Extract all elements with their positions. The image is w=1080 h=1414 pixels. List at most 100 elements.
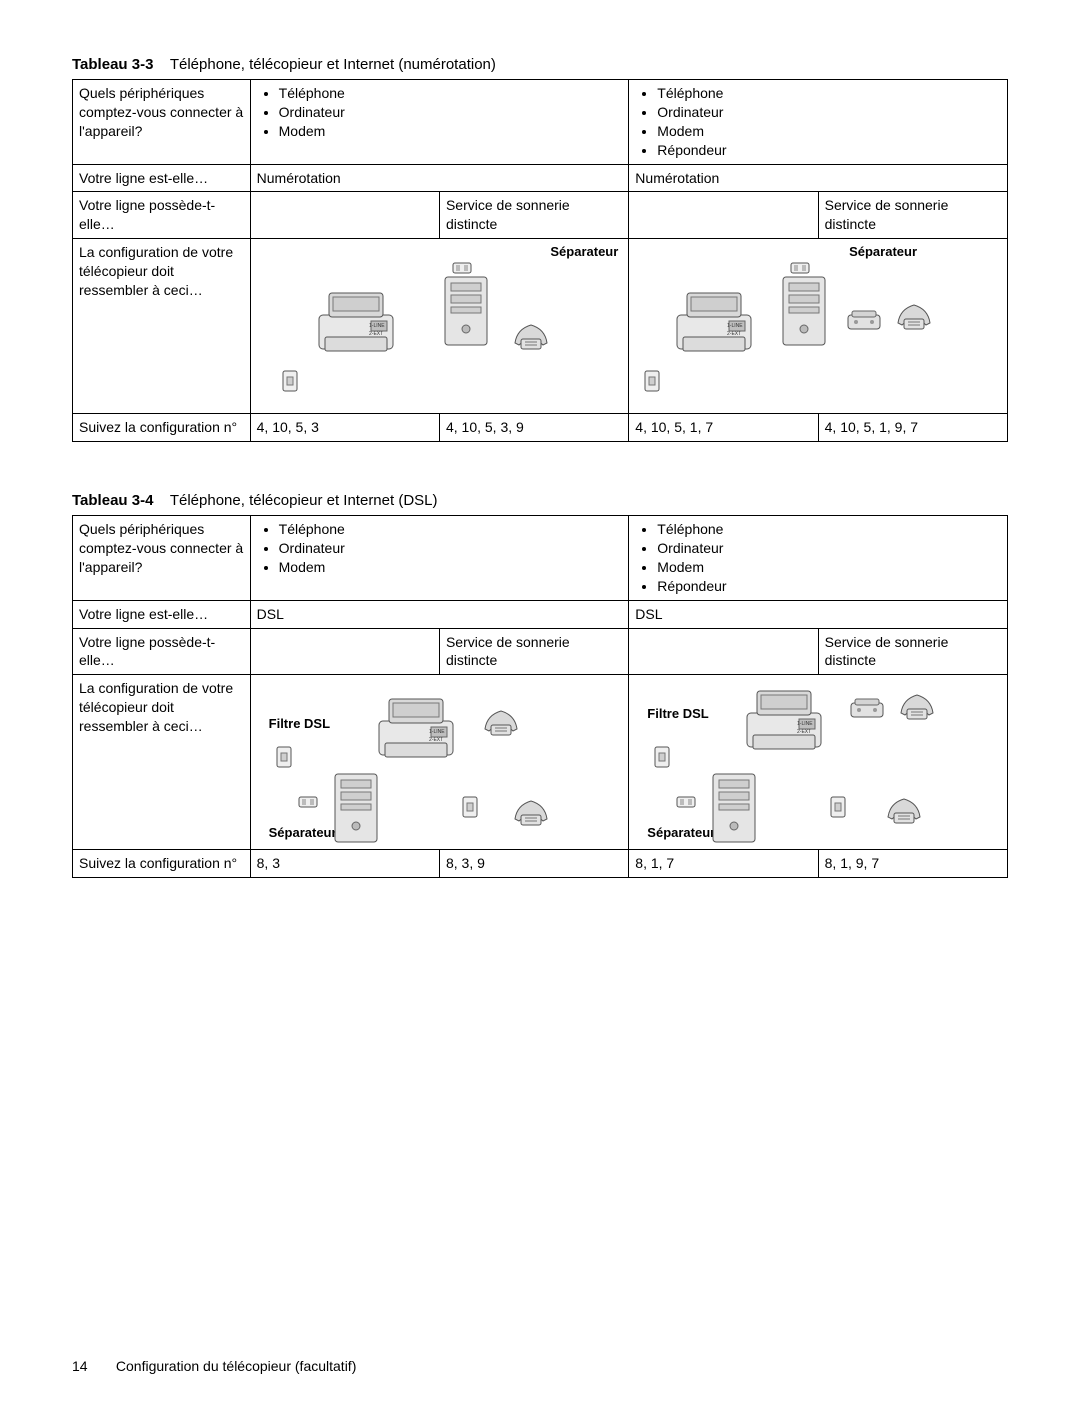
- table-3-3-block: Tableau 3-3 Téléphone, télécopieur et In…: [72, 56, 1008, 442]
- device-item: Téléphone: [657, 84, 1001, 103]
- table-3-4: Quels périphériques comptez-vous connect…: [72, 515, 1008, 878]
- device-item: Ordinateur: [657, 103, 1001, 122]
- diagram-dialup-noam: Séparateur: [250, 239, 629, 414]
- label-feature: Votre ligne possède-t-elle…: [73, 192, 251, 239]
- printer-icon: [371, 693, 461, 763]
- feature-1b: Service de sonnerie distincte: [439, 628, 628, 675]
- row-config: Suivez la configuration n° 4, 10, 5, 3 4…: [73, 414, 1008, 442]
- row-diagram: La configuration de votre télécopieur do…: [73, 239, 1008, 414]
- splitter-icon: [675, 795, 697, 809]
- row-devices: Quels périphériques comptez-vous connect…: [73, 80, 1008, 165]
- line-type-1: Numérotation: [250, 164, 629, 192]
- device-item: Modem: [279, 558, 623, 577]
- row-config: Suivez la configuration n° 8, 3 8, 3, 9 …: [73, 850, 1008, 878]
- config-1a: 8, 3: [250, 850, 439, 878]
- phone-icon: [511, 795, 551, 827]
- printer-icon: [311, 287, 401, 357]
- device-item: Ordinateur: [279, 103, 623, 122]
- feature-2a: [629, 628, 818, 675]
- row-devices: Quels périphériques comptez-vous connect…: [73, 516, 1008, 601]
- splitter-label: Séparateur: [269, 824, 337, 842]
- wall-jack-icon: [643, 369, 661, 393]
- config-1b: 4, 10, 5, 3, 9: [439, 414, 628, 442]
- printer-icon: [739, 685, 829, 755]
- phone-icon: [481, 705, 521, 737]
- devices-group-2: Téléphone Ordinateur Modem Répondeur: [629, 80, 1008, 165]
- phone-icon: [884, 793, 924, 825]
- device-item: Modem: [657, 558, 1001, 577]
- device-item: Répondeur: [657, 141, 1001, 160]
- label-line: Votre ligne est-elle…: [73, 600, 251, 628]
- line-type-2: DSL: [629, 600, 1008, 628]
- splitter-icon: [297, 795, 319, 809]
- device-item: Ordinateur: [279, 539, 623, 558]
- device-item: Ordinateur: [657, 539, 1001, 558]
- pc-icon: [779, 273, 829, 353]
- config-1a: 4, 10, 5, 3: [250, 414, 439, 442]
- phone-icon: [511, 319, 551, 351]
- page-footer: 14 Configuration du télécopieur (faculta…: [72, 1358, 1008, 1374]
- label-feature: Votre ligne possède-t-elle…: [73, 628, 251, 675]
- table-3-3: Quels périphériques comptez-vous connect…: [72, 79, 1008, 442]
- row-feature: Votre ligne possède-t-elle… Service de s…: [73, 628, 1008, 675]
- feature-1a: [250, 628, 439, 675]
- config-1b: 8, 3, 9: [439, 850, 628, 878]
- answering-machine-icon: [844, 309, 884, 333]
- diagram-dialup-am: Séparateur: [629, 239, 1008, 414]
- device-item: Modem: [657, 122, 1001, 141]
- config-2b: 4, 10, 5, 1, 9, 7: [818, 414, 1007, 442]
- printer-icon: [669, 287, 759, 357]
- device-item: Répondeur: [657, 577, 1001, 596]
- label-config: Suivez la configuration n°: [73, 850, 251, 878]
- document-page: Tableau 3-3 Téléphone, télécopieur et In…: [0, 0, 1080, 1414]
- line-type-1: DSL: [250, 600, 629, 628]
- label-devices: Quels périphériques comptez-vous connect…: [73, 516, 251, 601]
- wall-jack-icon: [461, 795, 479, 819]
- table-3-3-title: Tableau 3-3 Téléphone, télécopieur et In…: [72, 56, 1008, 73]
- table-3-4-block: Tableau 3-4 Téléphone, télécopieur et In…: [72, 492, 1008, 878]
- row-diagram: La configuration de votre télécopieur do…: [73, 675, 1008, 850]
- page-number: 14: [72, 1358, 112, 1374]
- device-item: Modem: [279, 122, 623, 141]
- pc-icon: [709, 770, 759, 850]
- wall-jack-icon: [281, 369, 299, 393]
- footer-text: Configuration du télécopieur (facultatif…: [116, 1358, 356, 1374]
- label-diagram: La configuration de votre télécopieur do…: [73, 675, 251, 850]
- answering-machine-icon: [847, 697, 887, 721]
- devices-group-2: Téléphone Ordinateur Modem Répondeur: [629, 516, 1008, 601]
- device-item: Téléphone: [279, 84, 623, 103]
- label-diagram: La configuration de votre télécopieur do…: [73, 239, 251, 414]
- feature-1b: Service de sonnerie distincte: [439, 192, 628, 239]
- table-caption: Téléphone, télécopieur et Internet (numé…: [170, 56, 496, 73]
- feature-2b: Service de sonnerie distincte: [818, 192, 1007, 239]
- phone-icon: [894, 299, 934, 331]
- diagram-dsl-noam: Filtre DSL Séparateur: [250, 675, 629, 850]
- label-devices: Quels périphériques comptez-vous connect…: [73, 80, 251, 165]
- wall-jack-icon: [829, 795, 847, 819]
- config-2a: 8, 1, 7: [629, 850, 818, 878]
- wall-jack-icon: [275, 745, 293, 769]
- device-item: Téléphone: [279, 520, 623, 539]
- devices-group-1: Téléphone Ordinateur Modem: [250, 80, 629, 165]
- wall-jack-icon: [653, 745, 671, 769]
- devices-group-1: Téléphone Ordinateur Modem: [250, 516, 629, 601]
- dsl-filter-label: Filtre DSL: [269, 715, 330, 733]
- table-3-4-title: Tableau 3-4 Téléphone, télécopieur et In…: [72, 492, 1008, 509]
- pc-icon: [331, 770, 381, 850]
- feature-1a: [250, 192, 439, 239]
- device-item: Téléphone: [657, 520, 1001, 539]
- table-caption: Téléphone, télécopieur et Internet (DSL): [170, 492, 438, 509]
- feature-2a: [629, 192, 818, 239]
- label-config: Suivez la configuration n°: [73, 414, 251, 442]
- pc-icon: [441, 273, 491, 353]
- phone-icon: [897, 689, 937, 721]
- row-feature: Votre ligne possède-t-elle… Service de s…: [73, 192, 1008, 239]
- splitter-label: Séparateur: [849, 243, 917, 261]
- diagram-dsl-am: Filtre DSL Séparateur: [629, 675, 1008, 850]
- config-2a: 4, 10, 5, 1, 7: [629, 414, 818, 442]
- table-number: Tableau 3-3: [72, 56, 153, 73]
- config-2b: 8, 1, 9, 7: [818, 850, 1007, 878]
- line-type-2: Numérotation: [629, 164, 1008, 192]
- row-line-type: Votre ligne est-elle… DSL DSL: [73, 600, 1008, 628]
- splitter-label: Séparateur: [550, 243, 618, 261]
